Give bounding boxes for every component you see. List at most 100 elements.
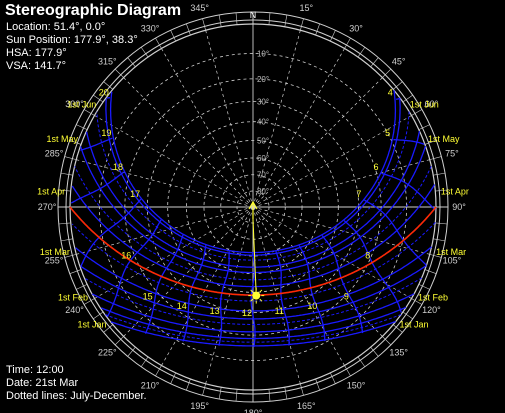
day-sun-path-dotted	[74, 165, 432, 281]
hsa-text: HSA: 177.9°	[6, 47, 67, 59]
azimuth-tick	[330, 372, 336, 384]
azimuth-label: 285°	[45, 149, 64, 159]
hour-label: 17	[130, 189, 140, 199]
sun-ray	[250, 298, 254, 302]
zenith-arrow-head	[248, 200, 258, 210]
azimuth-label: 225°	[98, 348, 117, 358]
azimuth-tick	[60, 238, 73, 242]
azimuth-tick	[433, 238, 446, 242]
hour-label: 4	[388, 88, 393, 98]
altitude-label: 50°	[257, 136, 269, 145]
azimuth-label: 270°	[38, 202, 57, 212]
hour-label: 15	[143, 291, 153, 301]
azimuth-tick	[357, 356, 366, 367]
azimuth-tick	[127, 346, 136, 357]
hour-label: 11	[275, 306, 284, 316]
sun-ray	[259, 289, 263, 293]
azimuth-tick	[93, 311, 104, 320]
azimuth-tick	[315, 23, 320, 36]
azimuth-label: 300°	[65, 99, 84, 109]
azimuth-radial	[94, 115, 254, 208]
hour-label: 13	[210, 306, 220, 316]
day-sun-path-dotted	[85, 277, 422, 325]
azimuth-tick	[218, 14, 222, 27]
altitude-label: 30°	[257, 97, 269, 106]
hour-label: 8	[365, 251, 370, 261]
sun-ray	[259, 298, 263, 302]
azimuth-tick	[58, 222, 71, 225]
sun-marker-group	[248, 200, 265, 304]
azimuth-tick	[402, 94, 413, 103]
azimuth-label: 180°	[244, 408, 263, 413]
azimuth-label: 15°	[300, 3, 314, 13]
azimuth-label: 240°	[65, 305, 84, 315]
azimuth-tick	[284, 387, 288, 400]
azimuth-tick	[429, 156, 442, 160]
azimuth-tick	[170, 372, 176, 384]
azimuth-tick	[76, 124, 88, 130]
azimuth-tick	[411, 109, 423, 116]
month-label-east: 1st Feb	[418, 293, 448, 303]
azimuth-tick	[202, 383, 206, 396]
month-label-west: 1st May	[46, 134, 78, 144]
month-label-east: 1st Mar	[436, 247, 466, 257]
altitude-label: 70°	[257, 171, 269, 180]
day-sun-path	[71, 184, 436, 288]
azimuth-tick	[235, 12, 238, 25]
azimuth-tick	[382, 68, 392, 78]
azimuth-label: 75°	[445, 149, 459, 159]
azimuth-label: 330°	[141, 24, 160, 34]
azimuth-label: 120°	[422, 305, 441, 315]
sun-position-text: Sun Position: 177.9°, 38.3°	[6, 34, 138, 46]
day-sun-path-dotted	[105, 314, 402, 343]
azimuth-tick	[300, 383, 304, 396]
azimuth-tick	[370, 57, 379, 68]
azimuth-tick	[435, 189, 448, 192]
azimuth-tick	[127, 57, 136, 68]
hour-label: 12	[242, 308, 252, 318]
hour-line	[80, 137, 113, 151]
azimuth-tick	[418, 284, 430, 290]
azimuth-tick	[268, 12, 271, 25]
azimuth-radial	[252, 159, 430, 208]
hour-label: 19	[101, 128, 111, 138]
azimuth-radial	[252, 206, 301, 384]
azimuth-tick	[344, 365, 351, 377]
hour-label: 20	[99, 88, 109, 98]
hour-line	[393, 139, 425, 145]
location-text: Location: 51.4°, 0.0°	[6, 21, 106, 33]
azimuth-tick	[140, 356, 149, 367]
azimuth-label: 60°	[425, 99, 439, 109]
diagram-labels: N 15° 30° 45° 60° 75° 90° 105° 120° 135° 150° 165° 1…	[37, 3, 469, 413]
date-text: Date: 21st Mar	[6, 377, 79, 389]
azimuth-tick	[402, 311, 413, 320]
azimuth-tick	[69, 140, 82, 145]
azimuth-label: 165°	[297, 401, 316, 411]
hour-label: 16	[121, 251, 131, 261]
hour-line	[381, 172, 436, 211]
sun-ray	[250, 289, 254, 293]
azimuth-radial	[205, 30, 254, 208]
azimuth-label: 45°	[392, 56, 406, 66]
day-sun-path	[110, 320, 396, 347]
azimuth-tick	[268, 389, 271, 402]
azimuth-tick	[370, 346, 379, 357]
altitude-label: 10°	[257, 49, 269, 58]
day-sun-path	[79, 145, 427, 274]
azimuth-tick	[300, 18, 304, 31]
hour-label: 14	[177, 301, 187, 311]
azimuth-tick	[64, 254, 77, 258]
day-sun-path	[91, 293, 415, 333]
azimuth-radial	[252, 77, 383, 208]
hour-label: 9	[344, 291, 349, 301]
month-label-west: 1st Jan	[78, 320, 107, 330]
azimuth-tick	[218, 387, 222, 400]
azimuth-radial	[252, 48, 345, 208]
azimuth-tick	[344, 37, 351, 49]
day-sun-path	[101, 306, 407, 340]
azimuth-tick	[418, 124, 430, 130]
azimuth-tick	[429, 254, 442, 258]
month-label-west: 1st Mar	[40, 247, 70, 257]
month-label-west: 1st Jun	[67, 100, 96, 110]
